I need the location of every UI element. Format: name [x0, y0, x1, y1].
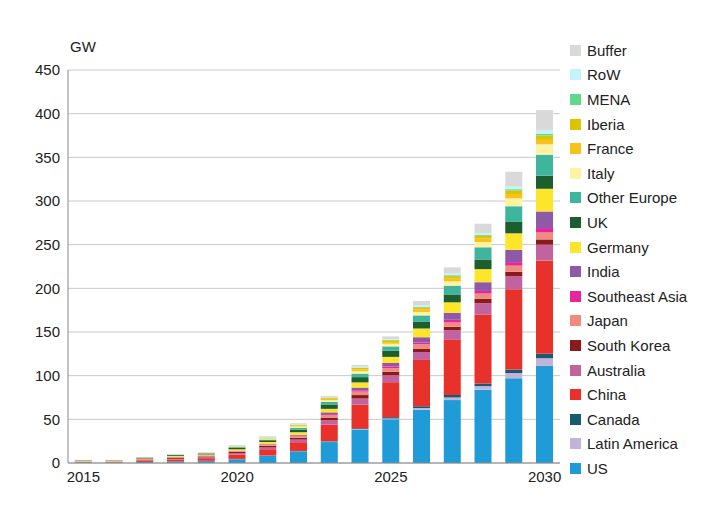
svg-text:0: 0	[52, 454, 60, 471]
svg-text:200: 200	[35, 280, 60, 297]
html-text:Iberia: Iberia	[587, 115, 625, 133]
svg-text:150: 150	[35, 323, 60, 340]
svg-text:2025: 2025	[374, 468, 407, 485]
svg-text:350: 350	[35, 149, 60, 166]
html-text:Latin America: Latin America	[587, 435, 678, 453]
svg-text:2030: 2030	[528, 468, 561, 485]
svg-text:250: 250	[35, 236, 60, 253]
html-text:UK: UK	[587, 214, 608, 231]
html-text:Buffer: Buffer	[587, 41, 627, 59]
html-text:RoW: RoW	[587, 66, 621, 84]
html-text:GW: GW	[70, 38, 96, 55]
svg-text:100: 100	[35, 367, 60, 384]
html-text:Southeast Asia: Southeast Asia	[587, 287, 688, 305]
html-text:South Korea: South Korea	[587, 336, 671, 354]
html-text:Australia: Australia	[587, 361, 646, 379]
svg-text:2015: 2015	[67, 468, 100, 485]
html-text:MENA: MENA	[587, 91, 631, 108]
html-text:China: China	[587, 386, 627, 404]
html-text:Canada: Canada	[587, 410, 640, 428]
svg-text:300: 300	[35, 192, 60, 209]
html-text:India: India	[587, 263, 620, 281]
svg-text:2020: 2020	[220, 468, 253, 485]
svg-text:450: 450	[35, 61, 60, 78]
svg-text:400: 400	[35, 105, 60, 122]
html-text:France: France	[587, 140, 634, 158]
html-text:Other Europe: Other Europe	[587, 189, 678, 207]
svg-text:50: 50	[43, 411, 60, 428]
html-text:Japan: Japan	[587, 312, 628, 330]
html-text:US: US	[587, 459, 608, 477]
html-text:Italy: Italy	[587, 164, 615, 182]
html-text:Germany: Germany	[587, 238, 649, 256]
